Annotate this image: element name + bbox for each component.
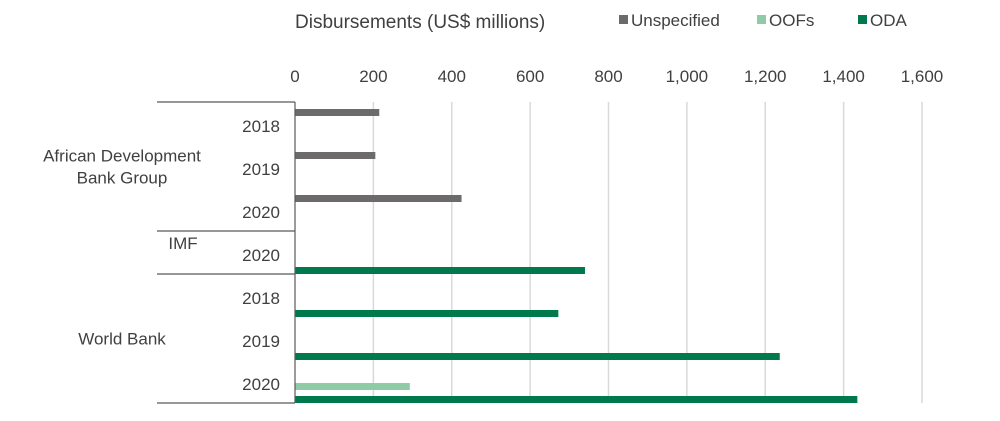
chart-title: Disbursements (US$ millions) <box>295 12 545 33</box>
year-label: 2020 <box>242 246 280 265</box>
bar-unspecified-2020 <box>295 195 462 202</box>
bars <box>295 109 858 403</box>
year-label: 2020 <box>242 203 280 222</box>
category-axis <box>157 101 296 404</box>
bar-oda-2020 <box>295 396 858 403</box>
group-label: World Bank <box>78 330 166 349</box>
bar-oda-2020 <box>295 267 585 274</box>
group-label-line: World Bank <box>78 330 166 349</box>
group-label-line: Bank Group <box>77 169 168 188</box>
group-label: African Development Bank Group <box>43 147 201 188</box>
group-label-line: IMF <box>168 234 197 253</box>
x-tick-label-400: 400 <box>438 67 466 86</box>
year-label: 2019 <box>242 332 280 351</box>
x-tick-label-200: 200 <box>359 67 387 86</box>
x-tick-label-1600: 1,600 <box>901 67 944 86</box>
bar-unspecified-2018 <box>295 109 380 116</box>
x-tick-label-600: 600 <box>516 67 544 86</box>
x-tick-label-0: 0 <box>290 67 299 86</box>
legend-label-oofs: OOFs <box>769 11 814 30</box>
x-tick-label-1000: 1,000 <box>666 67 709 86</box>
x-tick-label-1400: 1,400 <box>822 67 865 86</box>
bar-unspecified-2019 <box>295 152 376 159</box>
bar-oda-2019 <box>295 353 780 360</box>
year-label: 2018 <box>242 289 280 308</box>
x-tick-label-1200: 1,200 <box>744 67 787 86</box>
x-tick-label-800: 800 <box>594 67 622 86</box>
legend-label-unspecified: Unspecified <box>631 11 720 30</box>
group-label: IMF <box>168 234 197 253</box>
legend-swatch-unspecified <box>619 15 628 24</box>
legend-swatch-oofs <box>757 15 766 24</box>
bar-oofs-2020 <box>295 383 410 390</box>
gridlines <box>372 102 923 403</box>
legend-label-oda: ODA <box>870 11 908 30</box>
group-label-line: African Development <box>43 147 201 166</box>
legend: Unspecified OOFs ODA <box>619 11 908 30</box>
year-label: 2020 <box>242 375 280 394</box>
year-label: 2018 <box>242 117 280 136</box>
legend-swatch-oda <box>858 15 867 24</box>
x-axis-ticks: 0 200 400 600 800 1,000 1,200 1,400 1,600 <box>290 67 943 86</box>
bar-oda-2018 <box>295 310 559 317</box>
year-label: 2019 <box>242 160 280 179</box>
category-labels: 2018 2019 2020 African Development Bank Grou… <box>43 117 280 394</box>
